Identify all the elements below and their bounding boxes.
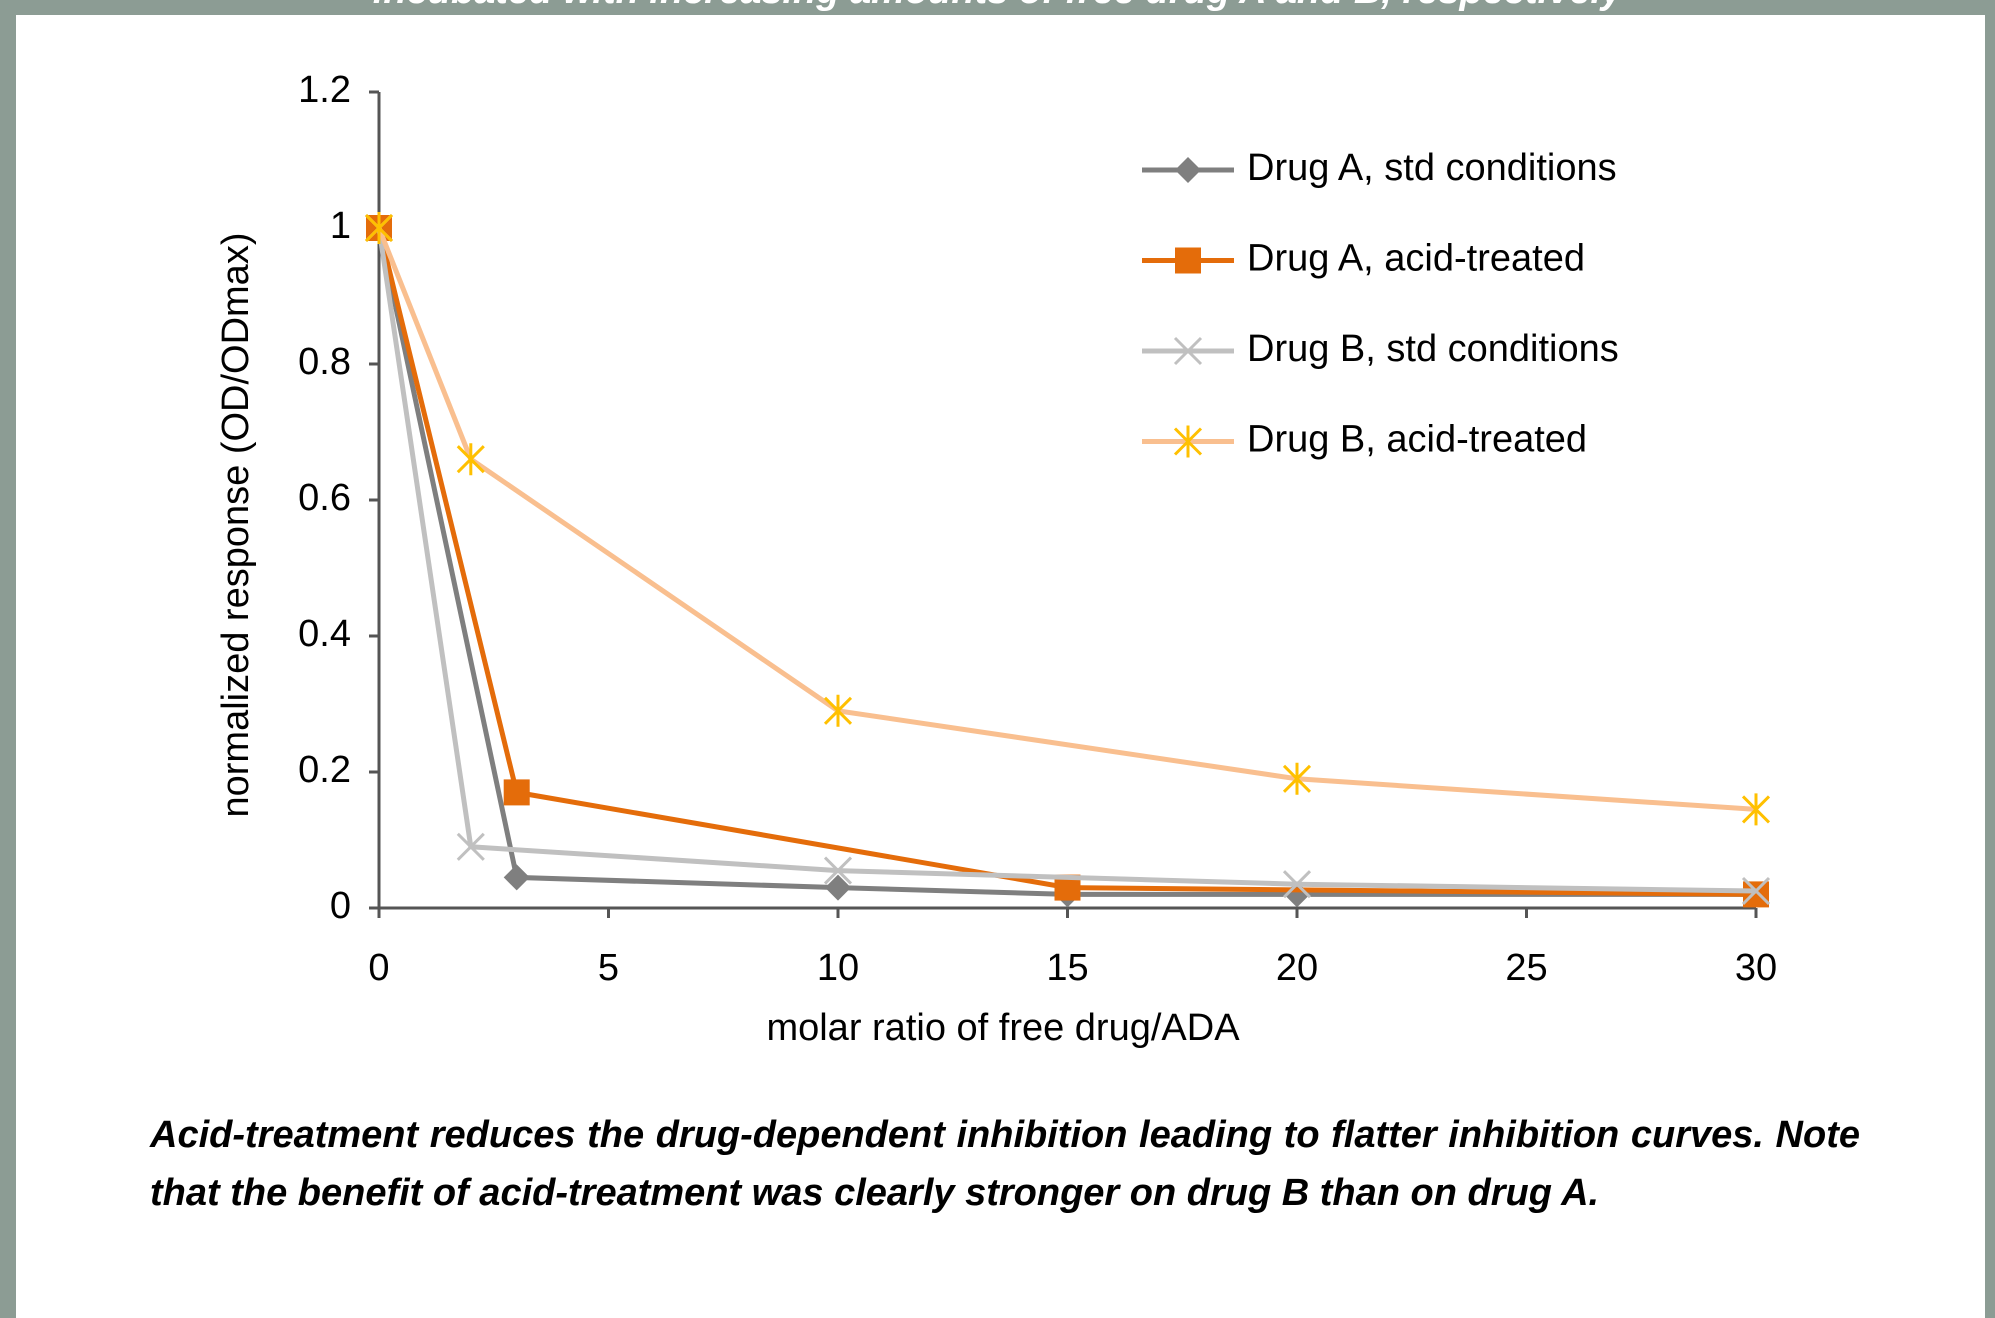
marker xyxy=(1282,870,1312,899)
legend-marker xyxy=(1175,157,1201,183)
marker xyxy=(1743,881,1769,908)
x-tick-label: 30 xyxy=(1735,947,1777,989)
x-axis-label: molar ratio of free drug/ADA xyxy=(766,1007,1240,1049)
marker xyxy=(823,694,853,727)
marker xyxy=(503,779,530,806)
marker xyxy=(1282,762,1312,795)
marker xyxy=(456,832,485,861)
legend-label: Drug A, std conditions xyxy=(1247,147,1617,189)
x-tick-label: 15 xyxy=(1046,947,1088,989)
x-tick-label: 25 xyxy=(1505,947,1547,989)
marker xyxy=(1741,876,1771,906)
y-tick-label: 0.6 xyxy=(298,477,351,519)
y-tick-label: 0 xyxy=(330,885,351,927)
legend-marker xyxy=(1173,425,1203,458)
y-axis-label: normalized response (OD/ODmax) xyxy=(215,233,257,818)
y-tick-label: 0.4 xyxy=(298,613,351,655)
y-tick-label: 0.2 xyxy=(298,749,351,791)
legend-marker xyxy=(1173,336,1203,366)
marker xyxy=(456,443,485,476)
legend-marker xyxy=(1175,247,1201,274)
header: incubated with increasing amounts of fre… xyxy=(0,0,1995,13)
series-line xyxy=(376,227,1757,897)
marker xyxy=(825,874,851,901)
caption: Acid-treatment reduces the drug-dependen… xyxy=(150,1114,1860,1214)
series-line xyxy=(376,227,1756,897)
x-tick-label: 5 xyxy=(598,947,619,989)
y-tick-label: 0.8 xyxy=(298,341,351,383)
x-tick-label: 20 xyxy=(1276,947,1318,989)
legend-label: Drug B, acid-treated xyxy=(1247,419,1587,461)
y-tick-label: 1 xyxy=(330,205,351,247)
panel xyxy=(16,15,1985,1318)
legend-label: Drug B, std conditions xyxy=(1247,328,1619,370)
marker xyxy=(1741,793,1771,826)
x-tick-label: 0 xyxy=(368,947,389,989)
series-line xyxy=(376,227,1757,812)
marker xyxy=(823,856,853,885)
marker xyxy=(503,864,530,891)
y-tick-label: 1.2 xyxy=(298,69,351,111)
legend-label: Drug A, acid-treated xyxy=(1247,238,1585,280)
x-tick-label: 10 xyxy=(817,947,859,989)
marker xyxy=(364,212,394,244)
